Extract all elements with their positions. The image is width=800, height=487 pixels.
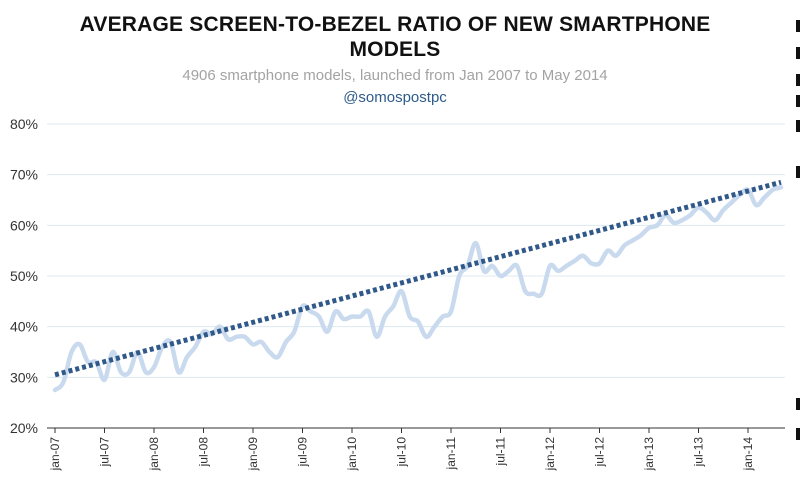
edge-mark bbox=[796, 120, 800, 132]
chart-title-line-1: AVERAGE SCREEN-TO-BEZEL RATIO OF NEW SMA… bbox=[79, 13, 711, 36]
y-tick-label: 50% bbox=[10, 268, 38, 284]
y-tick-label: 40% bbox=[10, 319, 38, 335]
gridlines bbox=[47, 123, 785, 378]
x-tick-label: jul-10 bbox=[395, 437, 409, 468]
edge-mark bbox=[796, 47, 800, 59]
y-tick-label: 70% bbox=[10, 167, 38, 183]
x-tick-label: jan-11 bbox=[444, 437, 458, 471]
plot-area bbox=[52, 179, 784, 393]
edge-mark bbox=[796, 428, 800, 440]
edge-mark bbox=[796, 20, 800, 32]
series-line-monthly bbox=[52, 185, 784, 393]
x-tick-label: jan-14 bbox=[741, 437, 755, 472]
x-tick-label: jul-13 bbox=[692, 437, 706, 468]
x-tick-label: jan-10 bbox=[345, 437, 359, 472]
y-tick-label: 30% bbox=[10, 369, 38, 385]
y-tick-label: 60% bbox=[10, 217, 38, 233]
y-tick-label: 20% bbox=[10, 420, 38, 436]
x-tick-label: jan-07 bbox=[48, 437, 62, 472]
chart-title: AVERAGE SCREEN-TO-BEZEL RATIO OF NEW SMA… bbox=[0, 12, 790, 62]
x-tick-label: jan-08 bbox=[147, 437, 161, 472]
x-tick-label: jul-08 bbox=[197, 437, 211, 468]
source-handle: @somospostpc bbox=[343, 89, 447, 106]
x-tick-label: jul-09 bbox=[296, 437, 310, 468]
series-line-trend bbox=[54, 179, 782, 378]
edge-mark bbox=[796, 74, 800, 86]
y-tick-label: 80% bbox=[10, 116, 38, 132]
x-tick-label: jan-13 bbox=[642, 437, 656, 472]
x-tick-label: jul-07 bbox=[98, 437, 112, 468]
x-tick-label: jan-12 bbox=[543, 437, 557, 472]
x-tick-label: jul-12 bbox=[593, 437, 607, 468]
x-tick-label: jul-11 bbox=[494, 437, 508, 467]
chart-title-line-2: MODELS bbox=[349, 38, 441, 61]
edge-mark bbox=[796, 95, 800, 107]
edge-mark bbox=[796, 166, 800, 178]
y-axis: 20% 30% 40% 50% 60% 70% 80% bbox=[10, 116, 38, 436]
edge-mark bbox=[796, 398, 800, 410]
x-axis: jan-07 jul-07 jan-08 jul-08 jan-09 jul-09 jan-… bbox=[47, 427, 785, 472]
chart-subtitle: 4906 smartphone models, launched from Ja… bbox=[182, 67, 608, 84]
x-tick-label: jan-09 bbox=[246, 437, 260, 472]
